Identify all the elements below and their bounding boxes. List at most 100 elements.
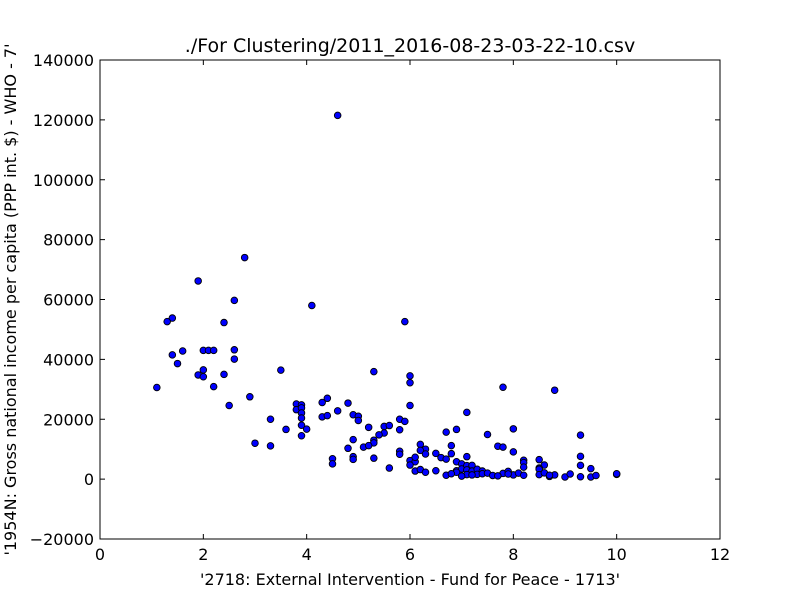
data-point bbox=[333, 407, 342, 415]
data-point bbox=[576, 461, 585, 470]
data-point bbox=[297, 414, 306, 422]
data-point bbox=[442, 455, 450, 463]
x-tick-label: 12 bbox=[710, 545, 730, 564]
data-point bbox=[421, 468, 430, 476]
y-tick-label: 0 bbox=[84, 470, 94, 489]
data-point bbox=[395, 450, 404, 459]
data-point bbox=[302, 425, 311, 433]
data-point bbox=[220, 318, 228, 327]
y-axis: −20000 0 20000 40000 60000 80000 100000 120000 1… bbox=[30, 51, 720, 549]
data-point bbox=[163, 317, 171, 326]
y-tick-label: 100000 bbox=[33, 171, 94, 190]
data-point bbox=[406, 378, 414, 387]
data-point bbox=[406, 372, 414, 380]
data-point bbox=[318, 398, 326, 407]
data-point bbox=[545, 471, 554, 479]
data-point bbox=[199, 366, 208, 374]
data-point bbox=[277, 366, 285, 374]
data-point bbox=[401, 317, 409, 326]
data-point bbox=[421, 450, 430, 458]
data-point bbox=[230, 346, 239, 354]
data-point bbox=[592, 471, 600, 480]
data-point bbox=[282, 425, 290, 434]
data-point bbox=[354, 416, 363, 425]
data-point bbox=[178, 347, 187, 355]
data-point bbox=[173, 359, 182, 368]
data-point bbox=[153, 383, 161, 392]
data-point bbox=[297, 421, 306, 429]
data-point bbox=[297, 431, 306, 440]
data-point bbox=[395, 425, 404, 434]
data-point bbox=[401, 417, 409, 426]
data-point bbox=[566, 470, 574, 478]
data-point bbox=[447, 449, 456, 458]
data-point bbox=[452, 425, 461, 434]
y-tick-label: 60000 bbox=[43, 291, 94, 310]
data-point bbox=[168, 351, 177, 359]
data-point bbox=[225, 401, 233, 410]
data-point bbox=[333, 111, 342, 120]
data-point bbox=[364, 441, 373, 450]
data-point bbox=[576, 452, 585, 461]
x-tick-label: 0 bbox=[95, 545, 105, 564]
y-tick-label: 120000 bbox=[33, 111, 94, 130]
data-point bbox=[209, 382, 218, 391]
x-tick-label: 2 bbox=[198, 545, 208, 564]
data-point bbox=[266, 415, 275, 424]
data-point bbox=[447, 469, 456, 478]
data-point bbox=[308, 301, 316, 310]
data-point bbox=[349, 455, 357, 464]
data-point bbox=[328, 460, 337, 468]
data-point bbox=[509, 425, 518, 433]
data-point bbox=[385, 421, 394, 430]
x-tick-label: 4 bbox=[302, 545, 312, 564]
data-point bbox=[447, 441, 456, 450]
data-point bbox=[463, 408, 471, 417]
points-layer bbox=[153, 111, 621, 481]
data-point bbox=[442, 428, 450, 436]
data-point bbox=[168, 314, 177, 322]
data-point bbox=[406, 401, 414, 410]
data-point bbox=[364, 423, 373, 432]
x-tick-label: 8 bbox=[508, 545, 518, 564]
y-tick-label: 20000 bbox=[43, 410, 94, 429]
data-point bbox=[406, 461, 414, 469]
data-point bbox=[509, 448, 518, 456]
data-point bbox=[370, 454, 378, 462]
data-point bbox=[576, 431, 585, 439]
data-point bbox=[457, 472, 466, 480]
data-point bbox=[468, 471, 476, 479]
data-point bbox=[519, 463, 528, 471]
data-point bbox=[370, 367, 378, 376]
data-point bbox=[230, 296, 239, 305]
data-point bbox=[209, 346, 218, 355]
data-point bbox=[432, 449, 440, 458]
x-axis: 0 2 4 6 8 10 12 bbox=[95, 60, 730, 564]
data-point bbox=[240, 253, 249, 262]
data-point bbox=[246, 393, 254, 401]
chart-title: ./For Clustering/2011_2016-08-23-03-22-1… bbox=[185, 35, 635, 57]
data-point bbox=[220, 370, 228, 379]
y-tick-label: 40000 bbox=[43, 350, 94, 369]
data-point bbox=[483, 430, 492, 439]
data-point bbox=[576, 472, 585, 481]
data-point bbox=[194, 277, 202, 285]
data-point bbox=[494, 472, 502, 480]
data-point bbox=[499, 443, 507, 451]
data-point bbox=[587, 464, 595, 473]
data-point bbox=[323, 394, 332, 403]
data-point bbox=[612, 469, 621, 478]
data-point bbox=[344, 399, 352, 407]
y-tick-label: 80000 bbox=[43, 231, 94, 250]
data-point bbox=[504, 470, 512, 478]
y-tick-label: −20000 bbox=[30, 530, 94, 549]
data-point bbox=[344, 444, 352, 453]
data-point bbox=[411, 453, 419, 462]
data-point bbox=[266, 442, 275, 450]
data-point bbox=[550, 386, 559, 394]
data-point bbox=[349, 435, 357, 444]
data-point bbox=[199, 372, 208, 381]
data-point bbox=[535, 455, 543, 464]
data-point bbox=[519, 471, 528, 479]
